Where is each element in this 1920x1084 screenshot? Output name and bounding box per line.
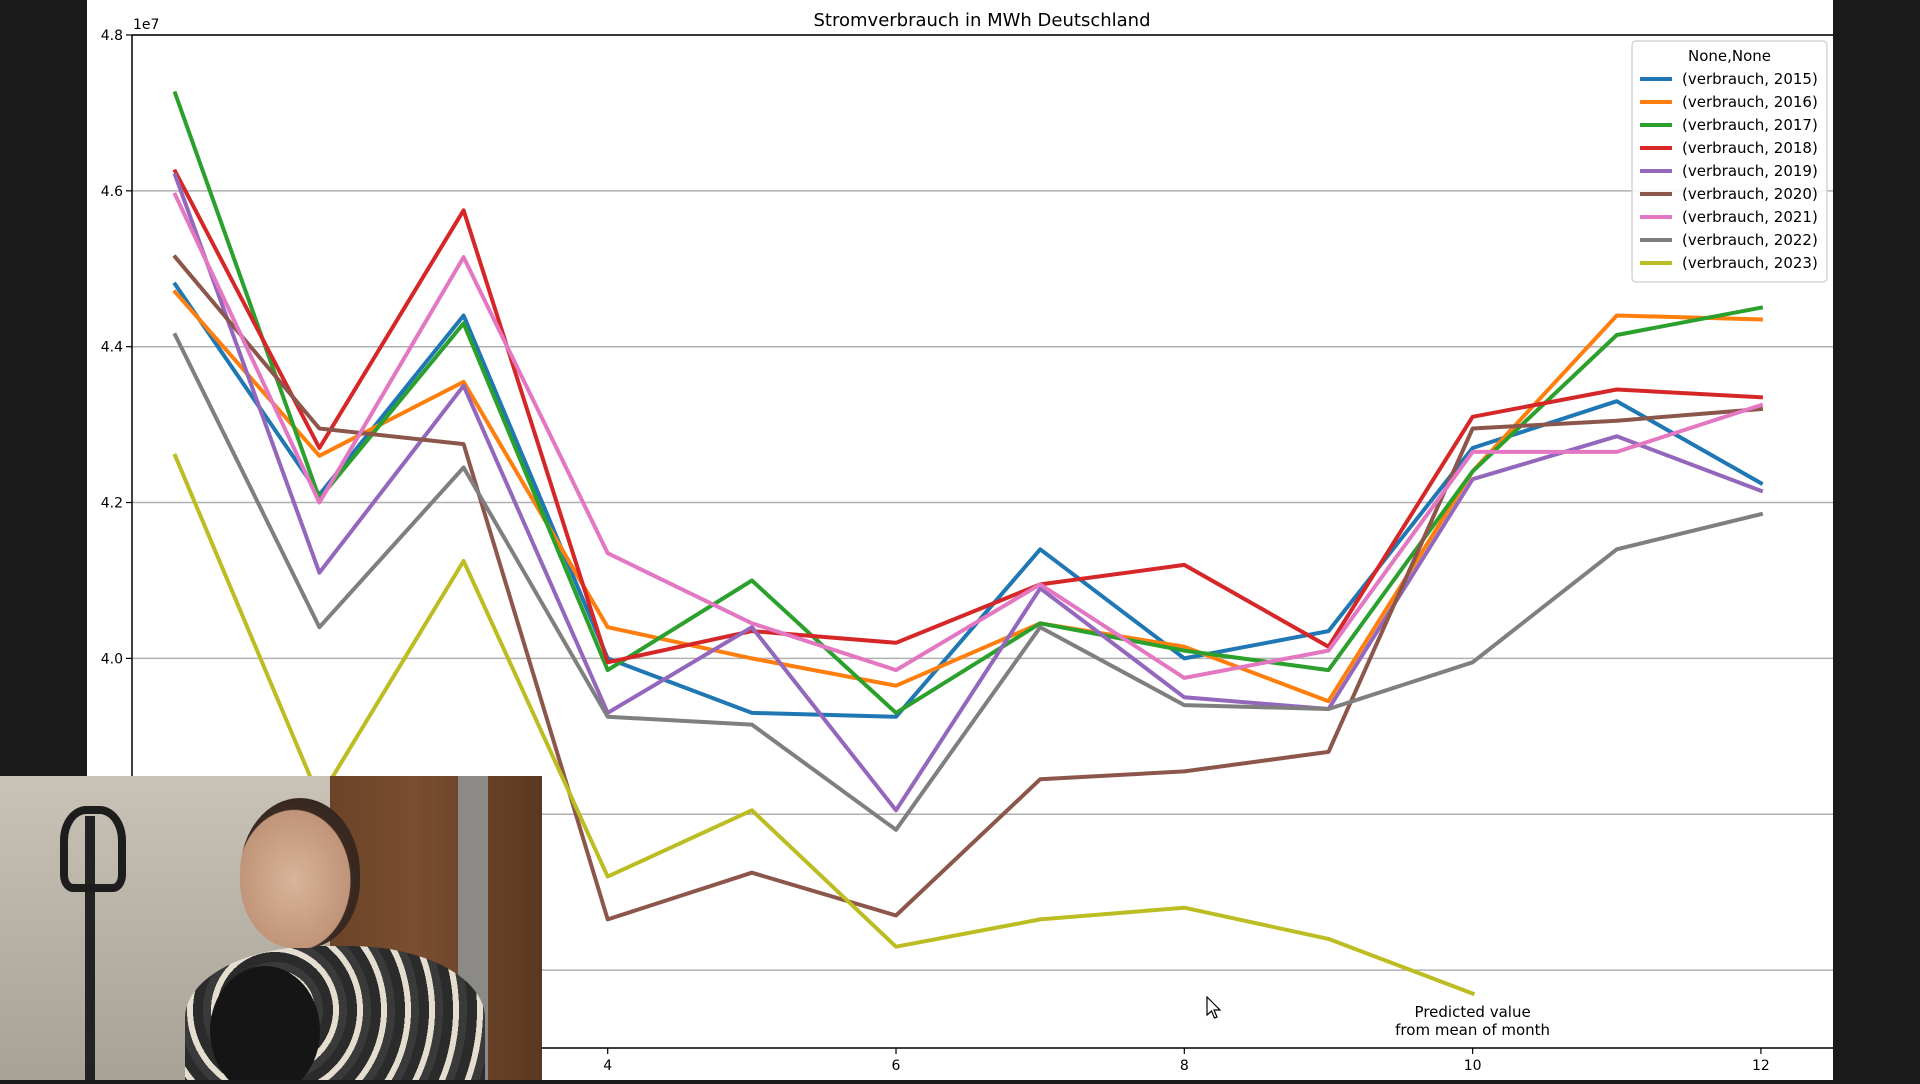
x-tick-label: 12 bbox=[1752, 1058, 1770, 1074]
legend-box bbox=[1631, 40, 1828, 283]
legend-label: (verbrauch, 2020) bbox=[1682, 185, 1818, 203]
legend-label: (verbrauch, 2018) bbox=[1682, 139, 1818, 157]
presenter-face bbox=[240, 798, 360, 948]
chart-title: Stromverbrauch in MWh Deutschland bbox=[814, 10, 1151, 31]
series-line-3 bbox=[172, 90, 1764, 715]
y-tick-label: 4.0 bbox=[101, 651, 123, 667]
y-tick-label: 4.2 bbox=[101, 496, 123, 512]
series-lines bbox=[172, 90, 1764, 997]
legend-label: (verbrauch, 2016) bbox=[1682, 93, 1818, 111]
legend-label: (verbrauch, 2019) bbox=[1682, 162, 1818, 180]
series-line-7 bbox=[172, 192, 1764, 680]
series-line-2 bbox=[172, 289, 1763, 704]
series-line-9 bbox=[172, 453, 1476, 997]
legend-label: (verbrauch, 2017) bbox=[1682, 116, 1818, 134]
mic-arm bbox=[85, 816, 95, 1080]
legend-label: (verbrauch, 2022) bbox=[1682, 231, 1818, 249]
legend-label: (verbrauch, 2021) bbox=[1682, 208, 1818, 226]
mouse-cursor-icon bbox=[1206, 996, 1222, 1019]
series-line-8 bbox=[172, 332, 1764, 832]
x-tick-label: 10 bbox=[1464, 1058, 1482, 1074]
legend: None,None (verbrauch, 2015) (verbrauch, 20… bbox=[1631, 40, 1828, 283]
annotation-text: from mean of month bbox=[1395, 1021, 1550, 1039]
x-tick-label: 6 bbox=[892, 1058, 901, 1074]
series-line-4 bbox=[172, 168, 1764, 665]
line-chart: Stromverbrauch in MWh Deutschland 1e7 4.… bbox=[101, 10, 1833, 1074]
y-scale-label: 1e7 bbox=[133, 17, 159, 33]
x-tick-label: 8 bbox=[1180, 1058, 1189, 1074]
legend-title: None,None bbox=[1688, 47, 1771, 65]
x-tick-label: 4 bbox=[603, 1058, 612, 1074]
headphones bbox=[60, 806, 126, 892]
series-line-6 bbox=[172, 254, 1764, 922]
series-line-1 bbox=[172, 281, 1764, 719]
y-tick-label: 4.6 bbox=[101, 184, 123, 200]
microphone bbox=[210, 966, 320, 1080]
legend-label: (verbrauch, 2023) bbox=[1682, 254, 1818, 272]
legend-label: (verbrauch, 2015) bbox=[1682, 70, 1818, 88]
axes: 4.0 4.2 4.4 4.6 4.8 4 6 8 10 12 bbox=[101, 28, 1833, 1074]
y-tick-label: 4.4 bbox=[101, 340, 123, 356]
annotation-text: Predicted value bbox=[1415, 1003, 1531, 1021]
y-tick-label: 4.8 bbox=[101, 28, 123, 44]
webcam-overlay bbox=[0, 776, 542, 1080]
series-line-5 bbox=[172, 172, 1764, 813]
